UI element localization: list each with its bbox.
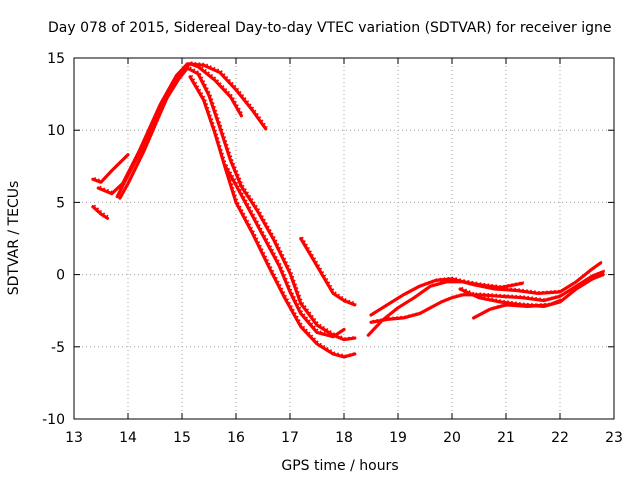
series-markers: [117, 65, 357, 339]
series-markers: [99, 61, 268, 194]
series-line: [91, 153, 130, 184]
x-tick-label: 22: [551, 430, 569, 446]
series-arc-13: [472, 298, 562, 320]
series-line: [115, 66, 357, 342]
x-axis-label: GPS time / hours: [281, 458, 398, 474]
y-tick-label: 5: [56, 195, 65, 211]
x-tick-label: 18: [335, 430, 353, 446]
series-line: [118, 62, 243, 200]
y-tick-label: 10: [47, 123, 65, 139]
series-markers: [93, 204, 110, 218]
series-line: [299, 236, 357, 307]
series-arc-8: [299, 236, 357, 307]
series-arc-6: [188, 74, 357, 359]
series-arc-9: [366, 279, 524, 337]
series-markers: [190, 74, 357, 357]
series-arc-2: [91, 152, 131, 184]
series-arc-4: [118, 61, 244, 200]
chart-title: Day 078 of 2015, Sidereal Day-to-day VTE…: [48, 20, 611, 36]
series-arc-7: [223, 164, 346, 339]
grid-lines: [74, 58, 614, 419]
series-line: [223, 164, 346, 339]
x-tick-label: 23: [605, 430, 623, 446]
series-markers: [301, 236, 357, 305]
series-markers: [372, 260, 603, 315]
x-tick-label: 19: [389, 430, 407, 446]
x-tick-label: 13: [65, 430, 83, 446]
y-axis-label: SDTVAR / TECUs: [6, 181, 22, 296]
x-tick-label: 17: [281, 430, 299, 446]
series-arc-3: [96, 61, 268, 196]
series-markers: [474, 298, 562, 318]
x-tick-label: 16: [227, 430, 245, 446]
y-tick-label: -5: [51, 340, 65, 356]
series-arc-1: [91, 204, 110, 220]
x-tick-label: 21: [497, 430, 515, 446]
x-tick-label: 15: [173, 430, 191, 446]
series-markers: [461, 272, 605, 306]
series-arc-5: [115, 65, 357, 342]
x-tick-label: 20: [443, 430, 461, 446]
series-line: [188, 75, 357, 359]
x-tick-label: 14: [119, 430, 137, 446]
y-tick-label: 15: [47, 51, 65, 67]
series-markers: [94, 152, 131, 182]
y-tick-label: -10: [42, 412, 65, 428]
series-line: [369, 261, 603, 317]
data-series: [91, 61, 605, 359]
series-line: [91, 205, 110, 220]
series-markers: [120, 61, 244, 197]
y-tick-label: 0: [56, 268, 65, 284]
axis-ticks: 13 14 15 16 17 18 19 20 21 22 23 -10 -5 0 5 10 15: [42, 51, 623, 446]
series-arc-10: [369, 260, 603, 317]
